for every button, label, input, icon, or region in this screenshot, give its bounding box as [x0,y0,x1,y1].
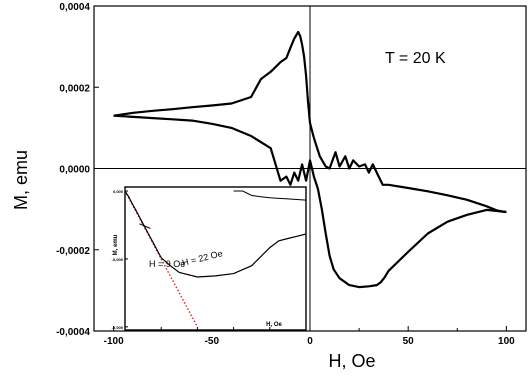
y-tick-label: -0,0002 [56,246,90,257]
x-tick-label: -100 [104,336,124,347]
y-tick-label: 0,0004 [59,2,90,13]
inset-y-tick-label: -0,000 [112,325,124,330]
inset-y-tick-label: -0,000 [112,257,124,262]
y-axis-label: M, emu [11,150,31,210]
inset-y-axis-label: M, emu [113,234,119,255]
y-tick-label: 0,0002 [59,83,90,94]
inset-y-tick-label: 0,000 [113,189,124,194]
x-tick-label: -50 [205,336,220,347]
y-tick-label: -0,0004 [56,327,90,338]
x-tick-label: 100 [498,336,515,347]
x-tick-label: 50 [403,336,415,347]
inset-field-label: H = 9 Oe [149,259,185,269]
y-tick-label: 0,0000 [59,165,90,176]
x-axis-label: H, Oe [328,351,375,371]
temperature-annotation: T = 20 K [385,50,446,67]
inset-x-axis-label: H, Oe [266,322,282,328]
x-tick-label: 0 [307,336,313,347]
